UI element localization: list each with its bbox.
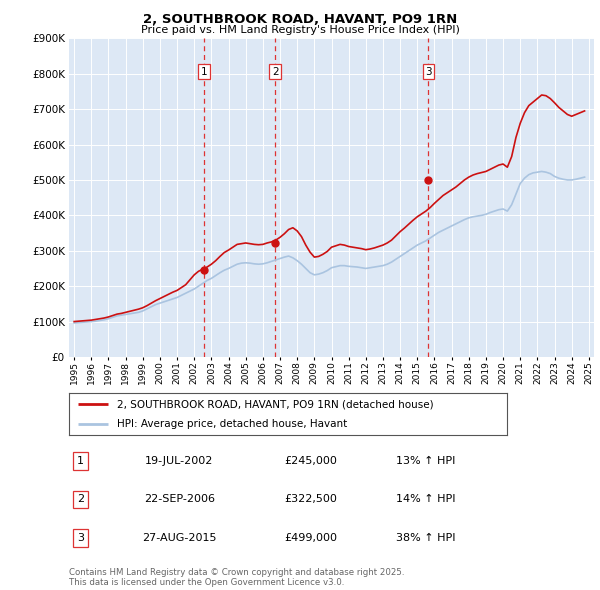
Text: £499,000: £499,000 [284, 533, 337, 543]
Text: 2, SOUTHBROOK ROAD, HAVANT, PO9 1RN (detached house): 2, SOUTHBROOK ROAD, HAVANT, PO9 1RN (det… [117, 399, 434, 409]
Text: 1: 1 [200, 67, 207, 77]
Text: Contains HM Land Registry data © Crown copyright and database right 2025.
This d: Contains HM Land Registry data © Crown c… [69, 568, 404, 587]
Text: 3: 3 [77, 533, 85, 543]
Text: 1: 1 [77, 456, 85, 466]
Text: 2: 2 [272, 67, 279, 77]
Text: 2, SOUTHBROOK ROAD, HAVANT, PO9 1RN: 2, SOUTHBROOK ROAD, HAVANT, PO9 1RN [143, 13, 457, 26]
Text: 14% ↑ HPI: 14% ↑ HPI [396, 494, 456, 504]
Text: 27-AUG-2015: 27-AUG-2015 [142, 533, 217, 543]
Text: 3: 3 [425, 67, 432, 77]
Text: HPI: Average price, detached house, Havant: HPI: Average price, detached house, Hava… [117, 419, 347, 429]
Text: 2: 2 [77, 494, 85, 504]
Text: 13% ↑ HPI: 13% ↑ HPI [397, 456, 455, 466]
Text: £322,500: £322,500 [284, 494, 337, 504]
Text: 19-JUL-2002: 19-JUL-2002 [145, 456, 214, 466]
Text: £245,000: £245,000 [284, 456, 337, 466]
Text: 38% ↑ HPI: 38% ↑ HPI [396, 533, 456, 543]
Text: 22-SEP-2006: 22-SEP-2006 [144, 494, 215, 504]
Text: Price paid vs. HM Land Registry's House Price Index (HPI): Price paid vs. HM Land Registry's House … [140, 25, 460, 35]
